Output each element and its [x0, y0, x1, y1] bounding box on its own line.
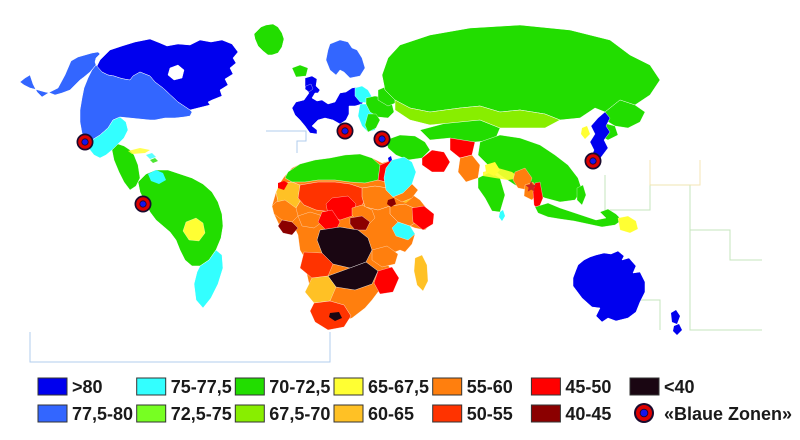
svg-text:55-60: 55-60	[467, 377, 513, 397]
svg-text:40-45: 40-45	[565, 404, 611, 424]
svg-text:72,5-75: 72,5-75	[171, 404, 232, 424]
svg-text:60-65: 60-65	[368, 404, 414, 424]
svg-text:75-77,5: 75-77,5	[171, 377, 232, 397]
svg-text:<40: <40	[664, 377, 695, 397]
svg-text:50-55: 50-55	[467, 404, 513, 424]
svg-text:65-67,5: 65-67,5	[368, 377, 429, 397]
svg-text:45-50: 45-50	[565, 377, 611, 397]
svg-text:«Blaue Zonen»: «Blaue Zonen»	[664, 404, 792, 424]
svg-text:70-72,5: 70-72,5	[269, 377, 330, 397]
svg-text:77,5-80: 77,5-80	[72, 404, 133, 424]
svg-text:67,5-70: 67,5-70	[269, 404, 330, 424]
svg-text:>80: >80	[72, 377, 103, 397]
